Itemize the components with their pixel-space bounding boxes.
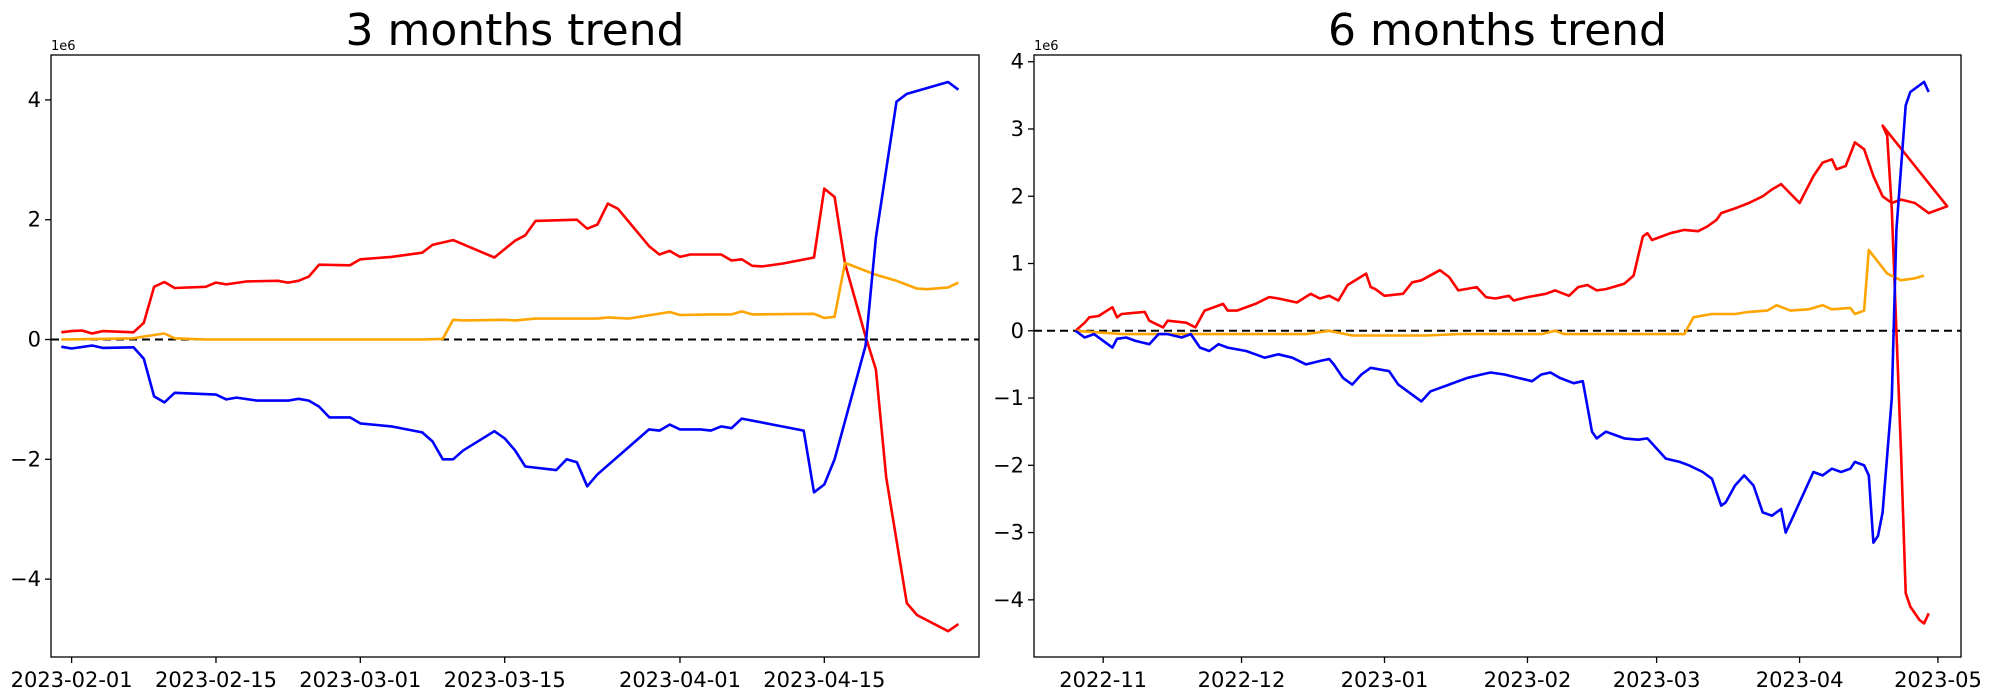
series-line-0 xyxy=(1074,124,1949,625)
y-scale-label: 1e6 xyxy=(51,39,76,54)
y-tick-label: 0 xyxy=(1011,319,1024,343)
x-tick-label: 2023-02 xyxy=(1484,668,1572,692)
series-line-2 xyxy=(61,80,960,494)
y-tick-label: 4 xyxy=(28,88,41,112)
x-tick-label: 2023-04 xyxy=(1756,668,1844,692)
x-tick-label: 2023-05 xyxy=(1894,668,1982,692)
plot-frame xyxy=(50,54,980,658)
y-tick-label: −1 xyxy=(993,386,1024,410)
y-scale-label: 1e6 xyxy=(1034,39,1059,54)
chart-6-months: 6 months trend 1e6 −4 −3 −2 −1 0 1 2 3 4 2022-11 202… xyxy=(993,5,1982,692)
series-line-0 xyxy=(61,187,960,633)
y-tick-label: 3 xyxy=(1011,117,1024,141)
series-line-1 xyxy=(61,261,959,341)
y-tick-label: −2 xyxy=(10,447,41,471)
x-tick-label: 2023-04-01 xyxy=(619,668,741,692)
chart-title: 3 months trend xyxy=(346,5,685,56)
series-line-1 xyxy=(1075,248,1925,337)
y-tick-label: 0 xyxy=(28,328,41,352)
series-line-2 xyxy=(1074,80,1930,545)
x-tick-label: 2023-02-01 xyxy=(11,668,133,692)
x-tick-label: 2023-03-01 xyxy=(299,668,421,692)
x-tick-label: 2023-03 xyxy=(1613,668,1701,692)
y-tick-label: −4 xyxy=(10,567,41,591)
x-tick-label: 2023-04-15 xyxy=(763,668,885,692)
x-tick-label: 2023-02-15 xyxy=(155,668,277,692)
chart-3-months: 3 months trend 1e6 −4 −2 0 2 4 2023-02-01 2023-0… xyxy=(10,5,980,692)
y-tick-label: 2 xyxy=(28,208,41,232)
x-tick-label: 2023-03-15 xyxy=(444,668,566,692)
chart-title: 6 months trend xyxy=(1328,5,1667,56)
y-tick-label: 4 xyxy=(1011,50,1024,74)
y-tick-label: −2 xyxy=(993,453,1024,477)
y-tick-label: 2 xyxy=(1011,184,1024,208)
y-tick-label: 1 xyxy=(1011,252,1024,276)
x-tick-label: 2022-11 xyxy=(1059,668,1147,692)
x-tick-label: 2022-12 xyxy=(1198,668,1286,692)
plot-frame xyxy=(1033,54,1962,658)
x-tick-label: 2023-01 xyxy=(1341,668,1429,692)
y-tick-label: −4 xyxy=(993,588,1024,612)
y-tick-label: −3 xyxy=(993,521,1024,545)
